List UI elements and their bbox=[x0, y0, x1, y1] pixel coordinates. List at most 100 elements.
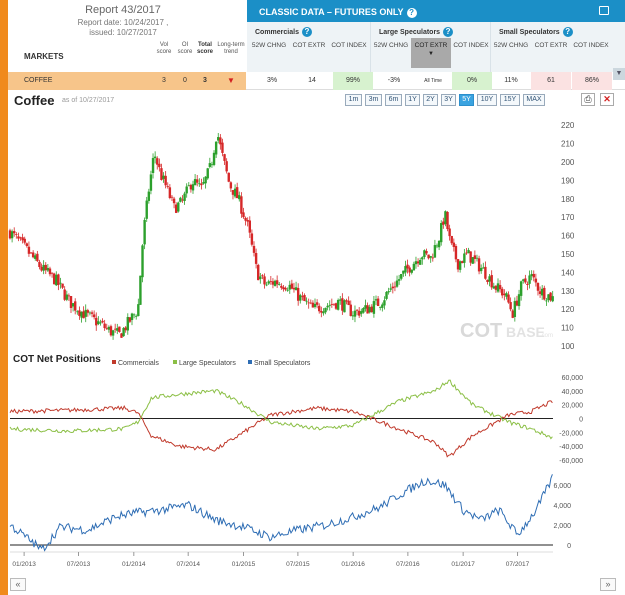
candle-body bbox=[227, 172, 230, 182]
candle-body bbox=[305, 300, 308, 302]
candle-body bbox=[141, 245, 144, 278]
candle bbox=[383, 296, 386, 310]
col-header[interactable]: COT EXTR bbox=[534, 42, 568, 49]
candle bbox=[393, 281, 397, 292]
print-chart-icon[interactable]: ⎙ bbox=[581, 93, 595, 106]
price-tick-label: 100 bbox=[561, 342, 575, 351]
col-header[interactable]: 52W CHNG bbox=[493, 42, 529, 49]
candle-body bbox=[267, 281, 270, 284]
candle-body bbox=[349, 304, 352, 316]
candle-body bbox=[387, 291, 390, 293]
candle-body bbox=[479, 267, 483, 272]
col-header[interactable]: 52W CHNG bbox=[373, 42, 409, 49]
candle bbox=[273, 279, 277, 287]
candle bbox=[347, 296, 350, 306]
range-button-2y[interactable]: 2Y bbox=[423, 94, 438, 106]
x-tick-label: 07/2015 bbox=[286, 561, 310, 568]
candle bbox=[208, 157, 212, 169]
x-tick-label: 01/2014 bbox=[122, 561, 146, 568]
range-button-1y[interactable]: 1Y bbox=[405, 94, 420, 106]
candle-body bbox=[252, 245, 256, 253]
candle-body bbox=[318, 305, 321, 312]
candle-body bbox=[498, 285, 502, 290]
candle-body bbox=[484, 266, 487, 279]
candle bbox=[519, 280, 523, 301]
candle-body bbox=[482, 267, 485, 269]
col-header[interactable]: COT INDEX bbox=[331, 42, 367, 49]
candle-body bbox=[151, 158, 155, 174]
candle bbox=[387, 287, 390, 295]
candle bbox=[80, 311, 83, 323]
candle-body bbox=[183, 193, 186, 201]
candle-body bbox=[189, 184, 193, 190]
candle-body bbox=[368, 307, 371, 313]
candle-body bbox=[139, 275, 142, 305]
col-header[interactable]: COT INDEX bbox=[573, 42, 609, 49]
candle bbox=[515, 295, 519, 307]
range-button-6m[interactable]: 6m bbox=[385, 94, 402, 106]
next-button[interactable]: » bbox=[600, 578, 616, 591]
candle bbox=[469, 251, 472, 266]
print-icon[interactable] bbox=[599, 6, 609, 15]
col-header[interactable]: COT EXTR bbox=[292, 42, 326, 49]
col-header[interactable]: 52W CHNG bbox=[251, 42, 287, 49]
range-button-3y[interactable]: 3Y bbox=[441, 94, 456, 106]
oi-score-header: OI score bbox=[177, 42, 193, 55]
candle-body bbox=[435, 245, 439, 247]
close-icon[interactable]: ✕ bbox=[600, 93, 614, 106]
candle bbox=[151, 153, 155, 179]
candle bbox=[221, 138, 224, 157]
candle-body bbox=[475, 257, 479, 259]
candle bbox=[372, 296, 376, 318]
col-header-selected[interactable]: COT EXTR ▼ bbox=[411, 38, 451, 68]
candle bbox=[538, 286, 542, 298]
candle bbox=[444, 210, 447, 227]
col-header[interactable]: COT INDEX bbox=[453, 42, 489, 49]
x-tick-label: 07/2013 bbox=[67, 561, 91, 568]
range-button-10y[interactable]: 10Y bbox=[477, 94, 497, 106]
candle bbox=[143, 217, 146, 250]
help-icon[interactable]: ? bbox=[301, 27, 312, 37]
candle-body bbox=[296, 287, 300, 301]
candle bbox=[526, 281, 529, 291]
candle bbox=[482, 262, 485, 269]
candle-body bbox=[160, 168, 163, 181]
help-icon[interactable]: ? bbox=[443, 27, 454, 37]
candle-body bbox=[109, 326, 113, 336]
scroll-down-button[interactable]: ▼ bbox=[613, 68, 625, 80]
price-tick-label: 160 bbox=[561, 232, 575, 241]
range-button-1m[interactable]: 1m bbox=[345, 94, 362, 106]
small-tick-label: 4,000 bbox=[553, 503, 571, 510]
candle-body bbox=[107, 327, 111, 330]
candle-body bbox=[132, 314, 136, 316]
candle-body bbox=[381, 304, 384, 308]
help-icon[interactable]: ? bbox=[406, 7, 417, 18]
candle-body bbox=[174, 204, 178, 213]
range-button-5y[interactable]: 5Y bbox=[459, 94, 474, 106]
candle-body bbox=[187, 185, 190, 187]
candle bbox=[42, 260, 45, 275]
candle-body bbox=[118, 326, 121, 332]
candle-body bbox=[263, 276, 266, 285]
candle bbox=[467, 247, 470, 254]
candle-body bbox=[229, 182, 233, 189]
candle bbox=[235, 182, 239, 199]
candle bbox=[50, 272, 54, 278]
candle-body bbox=[458, 261, 462, 270]
candle bbox=[71, 302, 75, 312]
row-value: 99% bbox=[345, 77, 360, 84]
candle-body bbox=[326, 305, 329, 308]
range-button-3m[interactable]: 3m bbox=[365, 94, 382, 106]
candle bbox=[200, 178, 203, 190]
market-row-coffee[interactable]: COFFEE 3 0 3 ▼ 3% 14 99% -3% All Time 0%… bbox=[8, 72, 625, 90]
range-button-15y[interactable]: 15Y bbox=[500, 94, 520, 106]
range-button-max[interactable]: MAX bbox=[523, 94, 545, 106]
candle-body bbox=[320, 310, 323, 313]
row-value: 0% bbox=[466, 77, 478, 84]
candle-body bbox=[46, 267, 50, 271]
candle bbox=[366, 302, 369, 314]
prev-button[interactable]: « bbox=[10, 578, 26, 591]
candle-body bbox=[290, 283, 294, 289]
candle bbox=[99, 319, 102, 326]
help-icon[interactable]: ? bbox=[562, 27, 573, 37]
